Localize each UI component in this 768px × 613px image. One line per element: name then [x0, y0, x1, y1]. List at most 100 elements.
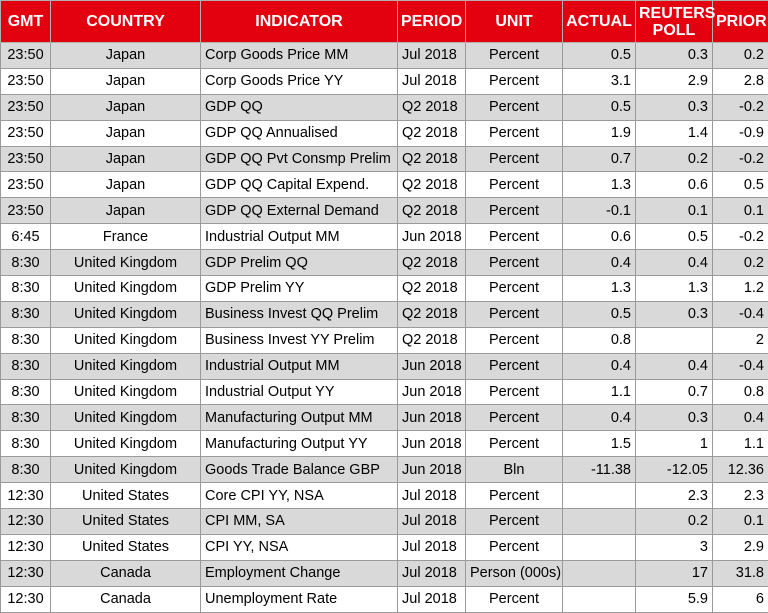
- gmt-cell: 23:50: [1, 198, 51, 224]
- column-header: ACTUAL: [563, 1, 636, 43]
- reuters-poll-cell: 1.4: [636, 120, 713, 146]
- actual-cell: 0.5: [563, 94, 636, 120]
- gmt-cell: 8:30: [1, 405, 51, 431]
- indicator-cell: GDP QQ Annualised: [201, 120, 398, 146]
- period-cell: Q2 2018: [398, 146, 466, 172]
- indicator-cell: Corp Goods Price MM: [201, 43, 398, 69]
- unit-cell: Percent: [466, 327, 563, 353]
- period-cell: Jun 2018: [398, 431, 466, 457]
- unit-cell: Percent: [466, 431, 563, 457]
- reuters-poll-cell: 0.4: [636, 250, 713, 276]
- country-cell: United Kingdom: [51, 301, 201, 327]
- gmt-cell: 8:30: [1, 353, 51, 379]
- indicator-cell: Unemployment Rate: [201, 586, 398, 612]
- indicator-cell: CPI YY, NSA: [201, 534, 398, 560]
- period-cell: Jul 2018: [398, 586, 466, 612]
- column-header: UNIT: [466, 1, 563, 43]
- country-cell: Canada: [51, 586, 201, 612]
- reuters-poll-cell: 0.3: [636, 43, 713, 69]
- actual-cell: 0.5: [563, 43, 636, 69]
- prior-cell: 0.2: [713, 43, 768, 69]
- indicator-cell: Industrial Output MM: [201, 224, 398, 250]
- gmt-cell: 23:50: [1, 120, 51, 146]
- country-cell: United Kingdom: [51, 379, 201, 405]
- reuters-poll-cell: 0.1: [636, 198, 713, 224]
- period-cell: Jul 2018: [398, 483, 466, 509]
- gmt-cell: 8:30: [1, 250, 51, 276]
- prior-cell: 2.3: [713, 483, 768, 509]
- period-cell: Jul 2018: [398, 43, 466, 69]
- gmt-cell: 23:50: [1, 94, 51, 120]
- indicator-cell: Business Invest YY Prelim: [201, 327, 398, 353]
- prior-cell: 0.8: [713, 379, 768, 405]
- actual-cell: 0.4: [563, 405, 636, 431]
- unit-cell: Percent: [466, 250, 563, 276]
- actual-cell: 1.1: [563, 379, 636, 405]
- country-cell: Canada: [51, 560, 201, 586]
- actual-cell: 0.6: [563, 224, 636, 250]
- reuters-poll-cell: -12.05: [636, 457, 713, 483]
- actual-cell: 0.5: [563, 301, 636, 327]
- actual-cell: 0.4: [563, 250, 636, 276]
- prior-cell: -0.4: [713, 301, 768, 327]
- actual-cell: 1.5: [563, 431, 636, 457]
- country-cell: United Kingdom: [51, 353, 201, 379]
- prior-cell: 0.2: [713, 250, 768, 276]
- indicator-cell: Employment Change: [201, 560, 398, 586]
- actual-cell: 1.3: [563, 276, 636, 302]
- indicator-cell: GDP QQ: [201, 94, 398, 120]
- country-cell: United Kingdom: [51, 457, 201, 483]
- indicator-cell: CPI MM, SA: [201, 509, 398, 535]
- period-cell: Jun 2018: [398, 405, 466, 431]
- unit-cell: Percent: [466, 68, 563, 94]
- prior-cell: -0.2: [713, 94, 768, 120]
- prior-cell: 1.2: [713, 276, 768, 302]
- actual-cell: 1.3: [563, 172, 636, 198]
- prior-cell: 31.8: [713, 560, 768, 586]
- prior-cell: 12.36: [713, 457, 768, 483]
- prior-cell: 1.1: [713, 431, 768, 457]
- period-cell: Q2 2018: [398, 301, 466, 327]
- prior-cell: -0.9: [713, 120, 768, 146]
- prior-cell: 2.8: [713, 68, 768, 94]
- country-cell: Japan: [51, 172, 201, 198]
- indicator-cell: GDP Prelim YY: [201, 276, 398, 302]
- country-cell: United States: [51, 534, 201, 560]
- reuters-poll-cell: 3: [636, 534, 713, 560]
- reuters-poll-cell: 0.7: [636, 379, 713, 405]
- period-cell: Q2 2018: [398, 327, 466, 353]
- period-cell: Q2 2018: [398, 276, 466, 302]
- column-header: PRIOR: [713, 1, 768, 43]
- actual-cell: 3.1: [563, 68, 636, 94]
- gmt-cell: 23:50: [1, 68, 51, 94]
- gmt-cell: 12:30: [1, 560, 51, 586]
- reuters-poll-cell: [636, 327, 713, 353]
- unit-cell: Percent: [466, 198, 563, 224]
- reuters-poll-cell: 2.3: [636, 483, 713, 509]
- actual-cell: [563, 534, 636, 560]
- country-cell: United States: [51, 483, 201, 509]
- gmt-cell: 23:50: [1, 146, 51, 172]
- period-cell: Jun 2018: [398, 353, 466, 379]
- country-cell: France: [51, 224, 201, 250]
- reuters-poll-cell: 0.3: [636, 405, 713, 431]
- actual-cell: 0.7: [563, 146, 636, 172]
- period-cell: Jun 2018: [398, 224, 466, 250]
- column-header: PERIOD: [398, 1, 466, 43]
- period-cell: Q2 2018: [398, 120, 466, 146]
- prior-cell: 2.9: [713, 534, 768, 560]
- actual-cell: [563, 509, 636, 535]
- actual-cell: -11.38: [563, 457, 636, 483]
- period-cell: Q2 2018: [398, 198, 466, 224]
- country-cell: Japan: [51, 198, 201, 224]
